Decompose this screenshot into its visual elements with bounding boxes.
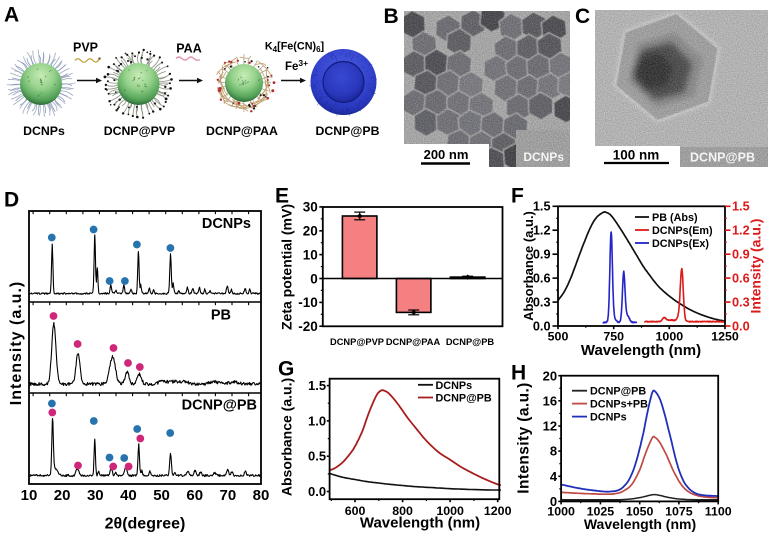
svg-text:0: 0 xyxy=(550,494,557,509)
svg-text:0.0: 0.0 xyxy=(308,484,326,499)
svg-text:8: 8 xyxy=(550,444,557,459)
svg-text:1100: 1100 xyxy=(705,505,732,519)
svg-text:0.3: 0.3 xyxy=(533,295,551,309)
svg-text:DCNPs: DCNPs xyxy=(202,216,251,232)
svg-text:Intensity (a.u.): Intensity (a.u.) xyxy=(748,219,764,314)
svg-text:1200: 1200 xyxy=(484,504,512,518)
svg-text:-20: -20 xyxy=(298,319,318,334)
svg-text:1.2: 1.2 xyxy=(732,224,750,238)
svg-text:K4[Fe(CN)6]: K4[Fe(CN)6] xyxy=(265,41,324,55)
svg-text:70: 70 xyxy=(220,487,237,504)
svg-text:0.0: 0.0 xyxy=(732,319,750,333)
svg-text:DCNPs(Em): DCNPs(Em) xyxy=(652,225,713,237)
svg-text:0.0: 0.0 xyxy=(533,319,551,333)
svg-text:1.5: 1.5 xyxy=(732,200,750,214)
svg-text:D: D xyxy=(4,189,19,212)
svg-text:1.2: 1.2 xyxy=(533,224,551,238)
svg-text:0.6: 0.6 xyxy=(732,272,750,286)
svg-text:800: 800 xyxy=(392,504,413,518)
svg-text:Absorbance (a.u.): Absorbance (a.u.) xyxy=(279,378,295,496)
svg-text:1075: 1075 xyxy=(665,505,693,519)
svg-text:DCNP@PAA: DCNP@PAA xyxy=(206,124,278,138)
svg-text:0.9: 0.9 xyxy=(732,248,750,262)
svg-text:1025: 1025 xyxy=(587,505,615,519)
svg-text:H: H xyxy=(511,362,526,385)
svg-text:PAA: PAA xyxy=(176,42,201,56)
svg-text:Zeta potential (mV): Zeta potential (mV) xyxy=(279,204,295,330)
svg-text:2θ(degree): 2θ(degree) xyxy=(105,516,186,533)
svg-text:1.0: 1.0 xyxy=(308,413,326,428)
svg-text:20: 20 xyxy=(303,224,318,239)
svg-text:DCNPs(Ex): DCNPs(Ex) xyxy=(652,238,709,250)
svg-text:Intensity (a.u.): Intensity (a.u.) xyxy=(516,382,533,493)
svg-text:-10: -10 xyxy=(298,295,318,310)
svg-text:DCNP@PVP: DCNP@PVP xyxy=(330,337,384,347)
svg-text:1000: 1000 xyxy=(547,505,575,519)
svg-text:1000: 1000 xyxy=(656,330,684,344)
svg-text:Wavelength (nm): Wavelength (nm) xyxy=(584,516,696,532)
svg-text:200 nm: 200 nm xyxy=(424,147,469,162)
svg-text:1050: 1050 xyxy=(626,505,654,519)
svg-text:DCNP@PB: DCNP@PB xyxy=(590,386,646,398)
svg-text:1.5: 1.5 xyxy=(533,200,551,214)
svg-text:4: 4 xyxy=(550,469,558,484)
svg-text:20: 20 xyxy=(543,368,557,383)
svg-text:600: 600 xyxy=(345,504,366,518)
svg-text:1250: 1250 xyxy=(711,330,739,344)
svg-text:G: G xyxy=(278,358,294,381)
svg-text:Absorbance (a.u.): Absorbance (a.u.) xyxy=(521,211,536,321)
svg-text:F: F xyxy=(511,185,524,208)
svg-text:DCNPs: DCNPs xyxy=(590,412,627,424)
svg-text:PVP: PVP xyxy=(73,41,98,55)
svg-text:40: 40 xyxy=(120,487,137,504)
svg-text:E: E xyxy=(275,184,289,207)
svg-text:1000: 1000 xyxy=(436,504,464,518)
svg-text:PB: PB xyxy=(211,308,231,324)
svg-text:DCNP@PB: DCNP@PB xyxy=(436,393,492,405)
svg-text:60: 60 xyxy=(186,487,203,504)
svg-text:10: 10 xyxy=(303,247,318,262)
svg-text:10: 10 xyxy=(21,487,38,504)
svg-text:PB (Abs): PB (Abs) xyxy=(652,212,698,224)
svg-text:0.5: 0.5 xyxy=(308,449,326,464)
svg-text:DCNPs: DCNPs xyxy=(23,124,65,138)
svg-text:B: B xyxy=(384,5,399,28)
svg-text:500: 500 xyxy=(548,330,569,344)
svg-text:0: 0 xyxy=(310,271,318,286)
svg-text:Intensity (a.u.): Intensity (a.u.) xyxy=(8,281,25,405)
svg-text:DCNP@PB: DCNP@PB xyxy=(690,151,755,165)
svg-text:30: 30 xyxy=(303,200,318,215)
svg-text:DCNP@PB: DCNP@PB xyxy=(316,124,380,138)
svg-text:DCNP@PAA: DCNP@PAA xyxy=(386,337,441,347)
svg-text:DCNPs: DCNPs xyxy=(523,150,564,164)
svg-text:C: C xyxy=(575,5,590,28)
svg-text:20: 20 xyxy=(54,487,71,504)
svg-text:30: 30 xyxy=(87,487,104,504)
svg-text:DCNP@PB: DCNP@PB xyxy=(446,337,495,347)
svg-text:12: 12 xyxy=(543,419,557,434)
svg-text:0.9: 0.9 xyxy=(533,248,551,262)
svg-text:100 nm: 100 nm xyxy=(613,148,660,163)
svg-text:0.6: 0.6 xyxy=(533,272,551,286)
svg-text:1.5: 1.5 xyxy=(308,378,326,393)
svg-text:DCNP@PB: DCNP@PB xyxy=(182,398,257,414)
svg-text:DCNPs+PB: DCNPs+PB xyxy=(590,399,648,411)
svg-text:0.3: 0.3 xyxy=(732,295,750,309)
svg-text:80: 80 xyxy=(253,487,270,504)
svg-text:Wavelength (nm): Wavelength (nm) xyxy=(581,342,701,359)
svg-text:50: 50 xyxy=(153,487,170,504)
svg-text:Wavelength (nm): Wavelength (nm) xyxy=(360,515,480,532)
svg-text:750: 750 xyxy=(603,330,624,344)
svg-text:16: 16 xyxy=(543,393,557,408)
svg-text:DCNP@PVP: DCNP@PVP xyxy=(104,124,175,138)
svg-text:A: A xyxy=(4,4,19,27)
svg-text:DCNPs: DCNPs xyxy=(436,380,473,392)
